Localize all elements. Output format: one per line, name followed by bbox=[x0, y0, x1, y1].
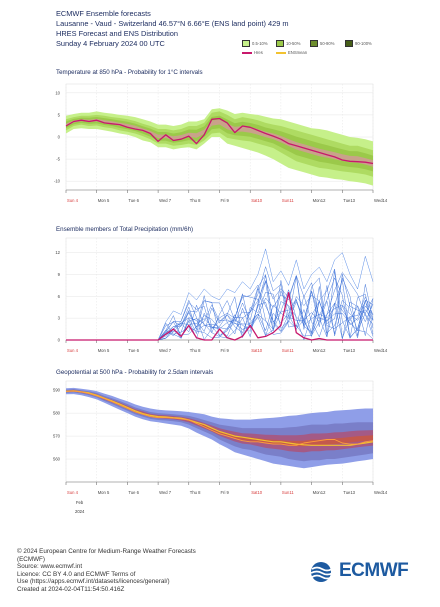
footer-org: (ECMWF) bbox=[17, 555, 45, 563]
legend-swatch-1 bbox=[242, 40, 250, 47]
tick-label-x: Sat10 bbox=[251, 198, 263, 203]
tick-label-x: Fri 9 bbox=[221, 198, 230, 203]
tick-label-x: Sun11 bbox=[282, 490, 294, 495]
tick-label-x: Fri 9 bbox=[221, 490, 230, 495]
tick-label-y: 6 bbox=[58, 294, 61, 299]
legend-ens-label: ENSmean bbox=[288, 50, 308, 55]
header-subtitle: HRES Forecast and ENS Distribution bbox=[56, 29, 178, 38]
legend: 0.5-10% 10-50% 50-90% 90-100% Hres ENSme… bbox=[242, 39, 382, 61]
tick-label-y: 570 bbox=[53, 434, 61, 439]
tick-label-y: 9 bbox=[58, 272, 61, 277]
hres-line bbox=[65, 117, 374, 165]
tick-label-y: 10 bbox=[55, 90, 60, 95]
footer-terms: Use (https://apps.ecmwf.int/datasets/lic… bbox=[17, 578, 170, 586]
tick-label-x: Sun11 bbox=[282, 198, 294, 203]
tick-label-y: -5 bbox=[56, 157, 60, 162]
tick-label-x: Sun11 bbox=[282, 348, 294, 353]
tick-label-x: Mon 5 bbox=[98, 348, 110, 353]
tick-label-x: Sat10 bbox=[251, 348, 263, 353]
header-date: Sunday 4 February 2024 00 UTC bbox=[56, 39, 165, 48]
footer-copyright: © 2024 European Centre for Medium-Range … bbox=[17, 548, 196, 555]
forecast-charts: Temperature at 850 hPa - Probability for… bbox=[53, 69, 388, 514]
footer-source: Source: www.ecmwf.int bbox=[17, 563, 83, 571]
footer-licence: Licence: CC BY 4.0 and ECMWF Terms of bbox=[17, 570, 136, 578]
legend-swatch-3 bbox=[310, 40, 318, 47]
legend-swatch-2 bbox=[276, 40, 284, 47]
tick-label-x: Wed 7 bbox=[159, 198, 172, 203]
feb-label: Feb bbox=[76, 500, 84, 505]
tick-label-x: Sun 4 bbox=[67, 198, 79, 203]
footer-text: © 2024 European Centre for Medium-Range … bbox=[17, 548, 196, 594]
ecmwf-logo-icon bbox=[310, 562, 334, 582]
geopotential-plot: Sun 4 Mon 5 Tue 6 Wed 7 Thu 8 Fri 9 Sat10 Sun11… bbox=[53, 380, 388, 495]
ecmwf-logo: ECMWF bbox=[308, 560, 426, 582]
legend-ens-line bbox=[276, 52, 286, 54]
tick-label-x: Thu 8 bbox=[190, 490, 201, 495]
tick-label-y: 0 bbox=[58, 135, 61, 140]
header-title: ECMWF Ensemble forecasts bbox=[56, 9, 151, 18]
tick-label-x: Sun 4 bbox=[67, 348, 79, 353]
legend-label-2: 10-50% bbox=[286, 41, 301, 46]
temperature-plot: Sun 4 Mon 5 Tue 6 Wed 7 Thu 8 Fri 9 Sat10 Sun11… bbox=[54, 83, 388, 203]
header-location: Lausanne - Vaud - Switzerland 46.57°N 6.… bbox=[56, 19, 289, 28]
ensmean-line bbox=[65, 390, 374, 446]
tick-label-x: Sat10 bbox=[251, 490, 263, 495]
tick-label-x: Mon12 bbox=[313, 198, 326, 203]
legend-label-3: 50-90% bbox=[320, 41, 335, 46]
tick-label-x: Wed14 bbox=[374, 490, 388, 495]
tick-label-y: 560 bbox=[53, 457, 61, 462]
hres-line bbox=[66, 291, 373, 341]
tick-label-y: 580 bbox=[53, 411, 61, 416]
band-core bbox=[66, 390, 373, 447]
tick-label-x: Sun 4 bbox=[67, 490, 79, 495]
chart2-title: Ensemble members of Total Precipitation … bbox=[56, 226, 193, 233]
ecmwf-logo-text: ECMWF bbox=[339, 560, 409, 581]
footer-created: Created at 2024-02-04T11:54:50.416Z bbox=[17, 585, 125, 593]
tick-label-x: Tue13 bbox=[343, 198, 355, 203]
tick-label-x: Mon 5 bbox=[98, 490, 110, 495]
tick-label-x: Thu 8 bbox=[190, 198, 201, 203]
tick-label-y: 3 bbox=[58, 316, 61, 321]
tick-label-x: Tue13 bbox=[343, 490, 355, 495]
tick-label-x: Tue13 bbox=[343, 348, 355, 353]
legend-label-4: 90-100% bbox=[355, 41, 372, 46]
band-25-75 bbox=[66, 389, 373, 453]
tick-label-x: Tue 6 bbox=[128, 198, 139, 203]
hres-line bbox=[65, 390, 374, 446]
chart1-title: Temperature at 850 hPa - Probability for… bbox=[56, 69, 203, 76]
tick-label-y: 590 bbox=[53, 388, 61, 393]
precipitation-plot: Sun 4 Mon 5 Tue 6 Wed 7 Thu 8 Fri 9 Sat10 Sun11… bbox=[55, 237, 388, 353]
tick-label-x: Mon12 bbox=[313, 348, 326, 353]
tick-label-x: Wed 7 bbox=[159, 348, 172, 353]
tick-label-x: Mon12 bbox=[313, 490, 326, 495]
year-label: 2024 bbox=[75, 509, 85, 514]
tick-label-x: Tue 6 bbox=[128, 490, 139, 495]
tick-label-x: Wed 7 bbox=[159, 490, 172, 495]
tick-label-y: 5 bbox=[58, 112, 61, 117]
legend-hres-line bbox=[242, 52, 252, 54]
tick-label-x: Fri 9 bbox=[221, 348, 230, 353]
tick-label-x: Tue 6 bbox=[128, 348, 139, 353]
legend-hres-label: Hres bbox=[254, 50, 263, 55]
tick-label-y: -10 bbox=[54, 179, 61, 184]
tick-label-x: Wed14 bbox=[374, 348, 388, 353]
tick-label-y: 0 bbox=[58, 338, 61, 343]
tick-label-x: Wed14 bbox=[374, 198, 388, 203]
tick-label-x: Mon 5 bbox=[98, 198, 110, 203]
tick-label-y: 12 bbox=[55, 250, 60, 255]
legend-swatch-4 bbox=[345, 40, 353, 47]
chart3-title: Geopotential at 500 hPa - Probability fo… bbox=[56, 369, 213, 376]
tick-label-x: Thu 8 bbox=[190, 348, 201, 353]
legend-label-1: 0.5-10% bbox=[252, 41, 268, 46]
